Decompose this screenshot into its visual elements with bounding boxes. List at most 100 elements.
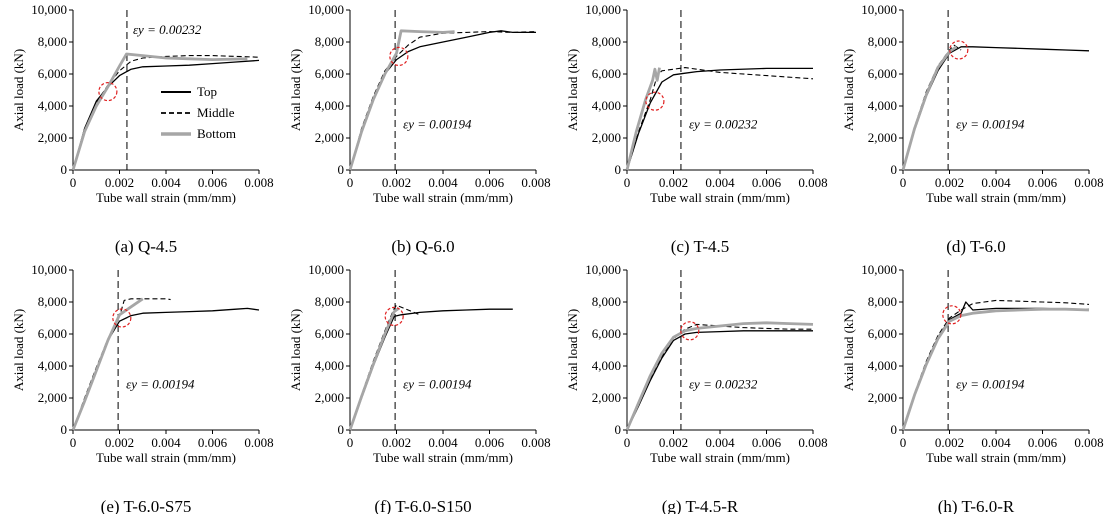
yield-circle-marker — [949, 40, 969, 60]
yield-circle-marker — [98, 81, 118, 102]
y-tick-label: 6,000 — [868, 66, 897, 81]
series-middle-line — [626, 67, 814, 171]
y-tick-label: 0 — [338, 422, 345, 437]
x-tick-label: 0.006 — [198, 435, 228, 450]
x-tick-label: 0.002 — [105, 435, 134, 450]
y-tick-label: 2,000 — [868, 130, 897, 145]
chart-panel-5: 0 2,000 4,000 6,000 8,000 10,000 0 0.002 0.004 0.… — [11, 262, 274, 514]
y-tick-label: 10,000 — [861, 262, 897, 277]
y-tick-label: 8,000 — [38, 294, 67, 309]
x-tick-label: 0.004 — [151, 435, 181, 450]
panel-caption: (d) T-6.0 — [946, 237, 1006, 256]
chart-panel-7: 0 2,000 4,000 6,000 8,000 10,000 0 0.002 0.004 0.… — [565, 262, 828, 514]
x-axis-label: Tube wall strain (mm/mm) — [373, 450, 513, 465]
x-tick-label: 0.004 — [705, 435, 735, 450]
yield-strain-annotation: εy = 0.00194 — [956, 376, 1025, 391]
series-top-line — [72, 59, 260, 171]
y-axis-label: Axial load (kN) — [565, 309, 580, 391]
y-axis-label: Axial load (kN) — [841, 309, 856, 391]
y-tick-label: 6,000 — [592, 326, 621, 341]
panel-caption: (h) T-6.0-R — [938, 497, 1015, 514]
series-bottom-line — [71, 297, 144, 431]
y-tick-label: 4,000 — [592, 98, 621, 113]
yield-strain-annotation: εy = 0.00232 — [689, 116, 758, 131]
series-bottom-line — [901, 45, 958, 171]
y-axis-label: Axial load (kN) — [841, 49, 856, 131]
chart-panel-8: 0 2,000 4,000 6,000 8,000 10,000 0 0.002 0.004 0.… — [841, 262, 1104, 514]
y-tick-label: 0 — [615, 162, 622, 177]
y-tick-label: 10,000 — [308, 262, 344, 277]
series-top-line — [349, 30, 536, 171]
x-axis-label: Tube wall strain (mm/mm) — [650, 450, 790, 465]
yield-circle-marker — [384, 306, 404, 326]
x-tick-label: 0.002 — [382, 175, 411, 190]
panel-caption: (f) T-6.0-S150 — [374, 497, 471, 514]
x-tick-label: 0.008 — [521, 435, 550, 450]
x-tick-label: 0.008 — [798, 435, 827, 450]
y-tick-label: 8,000 — [592, 294, 621, 309]
y-tick-label: 2,000 — [38, 130, 67, 145]
yield-strain-annotation: εy = 0.00194 — [956, 116, 1025, 131]
series-bottom-line — [901, 307, 1090, 431]
y-tick-label: 0 — [891, 422, 898, 437]
y-tick-label: 10,000 — [308, 2, 344, 17]
panel-caption: (a) Q-4.5 — [115, 237, 177, 256]
yield-strain-annotation: εy = 0.00194 — [403, 376, 472, 391]
chart-panel-1: 0 2,000 4,000 6,000 8,000 10,000 0 0.002 0.004 0.… — [11, 2, 274, 256]
x-tick-label: 0.002 — [105, 175, 134, 190]
y-tick-label: 10,000 — [585, 262, 621, 277]
series-bottom-line — [625, 321, 814, 431]
x-tick-label: 0.002 — [935, 175, 964, 190]
x-tick-label: 0.004 — [428, 435, 458, 450]
x-tick-label: 0.008 — [1074, 435, 1103, 450]
x-tick-label: 0.006 — [475, 175, 505, 190]
y-tick-label: 4,000 — [868, 98, 897, 113]
x-tick-label: 0 — [624, 435, 631, 450]
series-bottom-line — [348, 29, 455, 171]
y-tick-label: 4,000 — [38, 358, 67, 373]
x-tick-label: 0.004 — [705, 175, 735, 190]
y-tick-label: 6,000 — [38, 326, 67, 341]
y-tick-label: 8,000 — [315, 294, 344, 309]
x-tick-label: 0.006 — [752, 435, 782, 450]
x-tick-label: 0.006 — [752, 175, 782, 190]
legend-label-middle: Middle — [197, 105, 235, 120]
y-tick-label: 6,000 — [868, 326, 897, 341]
yield-strain-annotation: εy = 0.00232 — [133, 22, 202, 37]
series-top-line — [72, 307, 260, 431]
y-tick-label: 2,000 — [592, 390, 621, 405]
yield-strain-annotation: εy = 0.00232 — [689, 376, 758, 391]
series-top-line — [626, 330, 813, 431]
x-tick-label: 0.002 — [382, 435, 411, 450]
y-tick-label: 2,000 — [592, 130, 621, 145]
x-tick-label: 0 — [70, 175, 77, 190]
series-middle-line — [902, 299, 1090, 431]
x-axis-label: Tube wall strain (mm/mm) — [96, 190, 236, 205]
y-tick-label: 8,000 — [868, 34, 897, 49]
x-tick-label: 0.004 — [981, 175, 1011, 190]
x-tick-label: 0 — [347, 175, 354, 190]
y-tick-label: 6,000 — [315, 66, 344, 81]
panel-caption: (b) Q-6.0 — [391, 237, 454, 256]
y-tick-label: 4,000 — [868, 358, 897, 373]
y-tick-label: 8,000 — [868, 294, 897, 309]
y-tick-label: 0 — [338, 162, 345, 177]
yield-circle-marker — [942, 305, 962, 325]
y-tick-label: 8,000 — [38, 34, 67, 49]
yield-strain-annotation: εy = 0.00194 — [126, 376, 195, 391]
x-tick-label: 0.002 — [659, 175, 688, 190]
y-tick-label: 0 — [61, 422, 68, 437]
x-tick-label: 0.008 — [1074, 175, 1103, 190]
y-tick-label: 0 — [891, 162, 898, 177]
series-middle-line — [349, 31, 537, 171]
yield-circle-marker — [389, 46, 409, 67]
y-axis-label: Axial load (kN) — [11, 49, 26, 131]
y-axis-label: Axial load (kN) — [288, 49, 303, 131]
panel-caption: (g) T-4.5-R — [662, 497, 739, 514]
yield-circle-marker — [645, 91, 665, 111]
x-tick-label: 0.006 — [1028, 175, 1058, 190]
y-axis-label: Axial load (kN) — [288, 309, 303, 391]
yield-circle-marker — [680, 321, 700, 341]
chart-panel-3: 0 2,000 4,000 6,000 8,000 10,000 0 0.002 0.004 0.… — [565, 2, 828, 256]
y-tick-label: 4,000 — [315, 98, 344, 113]
